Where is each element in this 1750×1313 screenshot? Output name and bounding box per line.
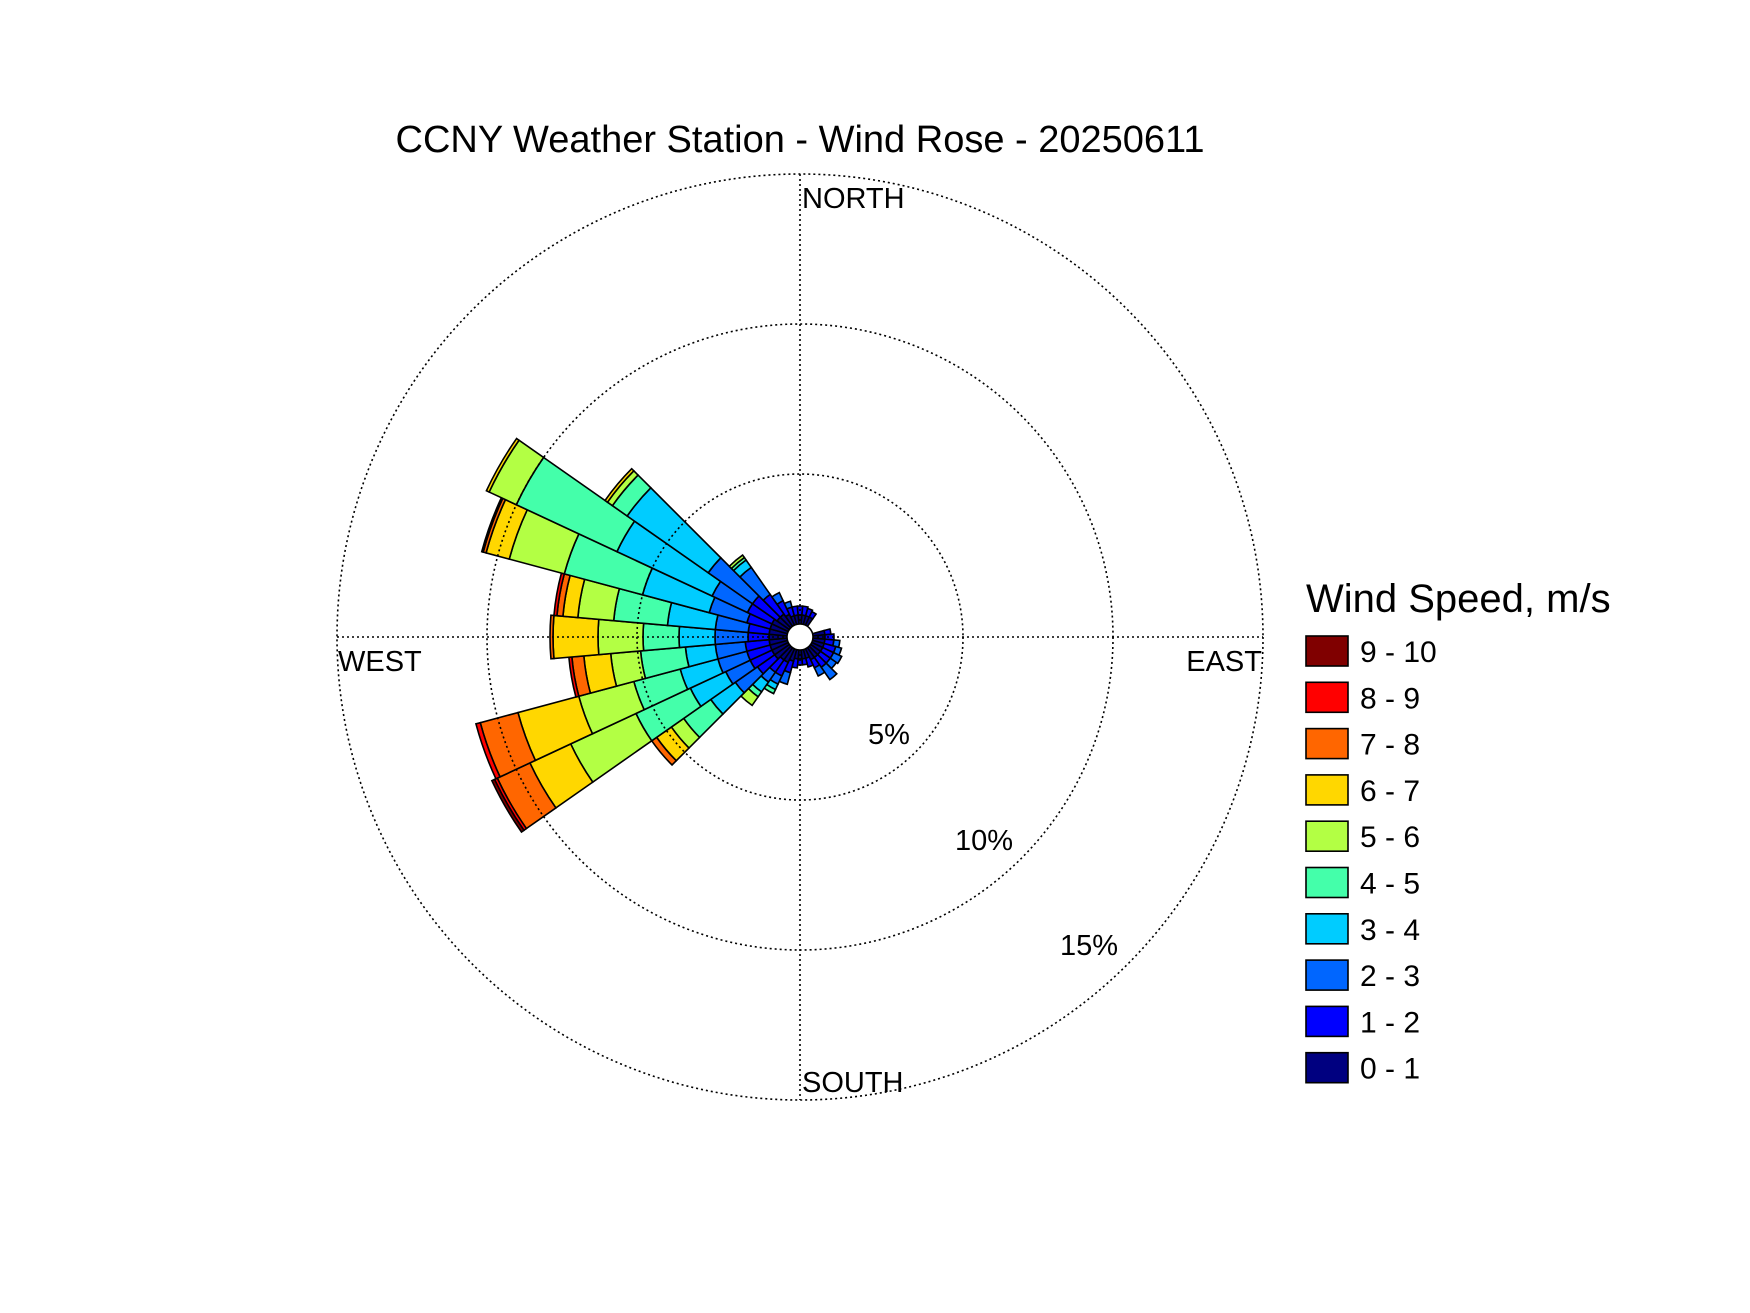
ring-label-15: 15% — [1060, 930, 1118, 962]
legend-title: Wind Speed, m/s — [1306, 577, 1611, 621]
wedge-dir270-bin6 — [552, 614, 600, 660]
wedge-dir20-bin1 — [804, 607, 814, 619]
legend-swatch-8 — [1305, 681, 1349, 714]
legend-label-0: 0 - 1 — [1360, 1053, 1420, 1086]
legend-label-6: 6 - 7 — [1360, 775, 1420, 808]
legend-swatch-7 — [1305, 727, 1349, 760]
legend-swatch-5 — [1305, 820, 1349, 853]
legend-swatch-3 — [1305, 912, 1349, 945]
direction-label-south: SOUTH — [802, 1067, 904, 1099]
legend-swatch-4 — [1305, 866, 1349, 899]
wedge-dir350-bin1 — [791, 605, 799, 617]
wedge-dir250-bin8 — [474, 721, 502, 780]
legend-items: 9 - 10 8 - 9 7 - 8 6 - 7 5 - 6 4 - 5 3 - 4 2 - … — [1305, 635, 1437, 1086]
wedge-dir240-bin9 — [490, 778, 526, 834]
legend-swatch-1 — [1305, 1005, 1349, 1038]
ring-label-10: 10% — [955, 825, 1013, 857]
legend-swatch-9 — [1305, 635, 1349, 667]
wedge-dir30-bin1 — [808, 610, 818, 621]
wedge-dir150-bin2 — [813, 663, 826, 678]
legend-swatch-6 — [1305, 774, 1349, 806]
wedge-dir330-bin2 — [770, 591, 785, 606]
legend-label-5: 5 - 6 — [1360, 821, 1420, 854]
direction-label-west: WEST — [338, 646, 422, 678]
wedge-dir310-bin6 — [603, 467, 635, 504]
wedge-dir270-bin7 — [549, 614, 555, 660]
wedge-dir140-bin2 — [820, 662, 838, 681]
wedge-dir340-bin2 — [783, 600, 793, 610]
chart-title: CCNY Weather Station - Wind Rose - 20250… — [396, 119, 1205, 161]
legend-label-9: 9 - 10 — [1360, 636, 1437, 669]
polar-grid — [336, 173, 1264, 1101]
wedge-dir10-bin1 — [801, 605, 809, 617]
legend-swatch-2 — [1305, 959, 1349, 991]
wedge-dir300-bin6 — [485, 437, 521, 494]
wedge-dir320-bin5 — [728, 553, 746, 570]
legend-label-8: 8 - 9 — [1360, 682, 1420, 715]
wedge-dir120-bin2 — [829, 651, 843, 665]
legend-label-2: 2 - 3 — [1360, 960, 1420, 993]
calm-center-circle — [786, 623, 814, 651]
legend-label-1: 1 - 2 — [1360, 1006, 1420, 1039]
direction-label-east: EAST — [1186, 646, 1262, 678]
ring-label-5: 5% — [868, 719, 910, 751]
legend-label-7: 7 - 8 — [1360, 729, 1420, 762]
legend-label-3: 3 - 4 — [1360, 914, 1420, 947]
legend: Wind Speed, m/s 9 - 10 8 - 9 7 - 8 6 - 7 5 -… — [1305, 577, 1611, 1086]
legend-label-4: 4 - 5 — [1360, 868, 1420, 901]
legend-swatch-0 — [1305, 1051, 1349, 1084]
direction-label-north: NORTH — [802, 183, 905, 215]
